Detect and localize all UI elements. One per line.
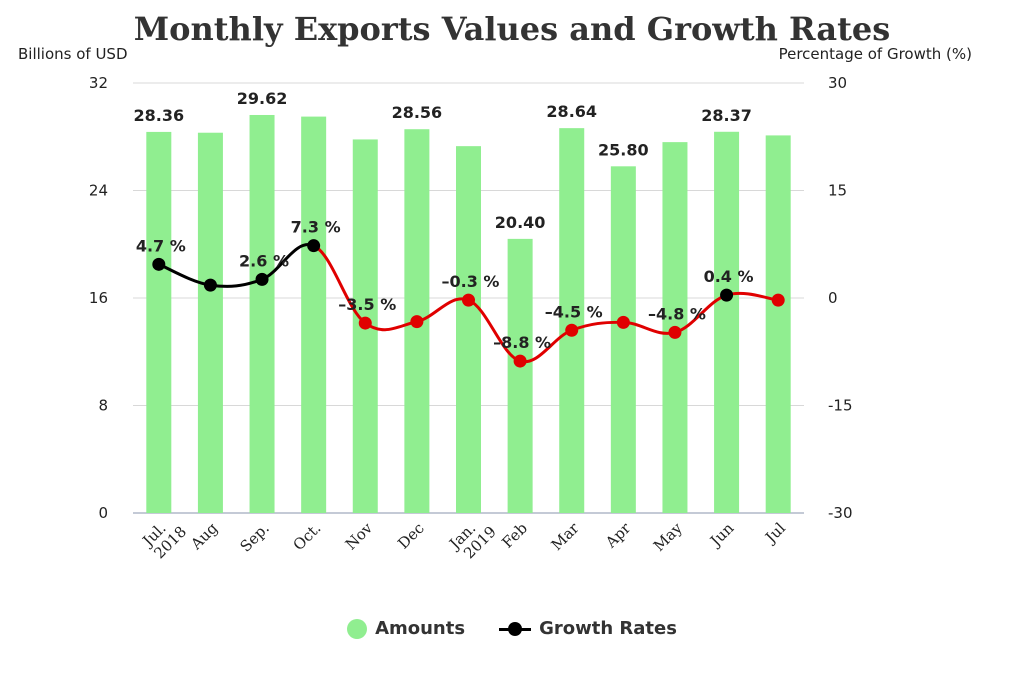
growth-point (565, 323, 579, 337)
bar-value-label: 28.64 (546, 102, 597, 121)
growth-value-label: –8.8 % (493, 333, 551, 352)
chart-legend: Amounts Growth Rates (0, 618, 1024, 639)
bar (146, 131, 172, 513)
growth-point (410, 315, 424, 329)
x-tick-label: Sep. (236, 519, 272, 555)
legend-swatch-line (499, 619, 532, 639)
growth-point (668, 325, 682, 339)
bar-value-label: 28.36 (134, 106, 185, 125)
left-axis-title: Billions of USD (18, 45, 128, 63)
right-tick-label: -15 (828, 397, 853, 415)
bar (197, 132, 223, 513)
bar (559, 128, 585, 513)
x-tick-label-line: May (650, 519, 686, 555)
growth-point (152, 257, 166, 271)
growth-point (358, 316, 372, 330)
left-tick-label: 8 (98, 397, 108, 415)
growth-point (720, 288, 734, 302)
right-tick-label: -30 (828, 504, 853, 522)
bar (610, 166, 636, 513)
left-tick-label: 16 (89, 289, 108, 307)
bar (507, 238, 533, 513)
x-tick-label: Nov (342, 519, 377, 554)
growth-point (513, 354, 527, 368)
legend-label-growth: Growth Rates (539, 618, 677, 639)
bar (249, 114, 275, 513)
bar-value-label: 20.40 (495, 213, 546, 232)
growth-value-label: –4.8 % (648, 304, 706, 323)
chart-title: Monthly Exports Values and Growth Rates (133, 10, 891, 48)
x-tick-label-line: Jul (760, 519, 789, 548)
x-tick-label: May (650, 519, 686, 555)
right-tick-label: 15 (828, 182, 847, 200)
legend-item-amounts[interactable]: Amounts (347, 618, 465, 639)
bar (714, 131, 740, 513)
x-tick-label: Apr (601, 519, 635, 553)
x-tick-label-line: Aug (187, 519, 222, 554)
legend-swatch-bar (347, 618, 368, 639)
growth-line-segment (312, 244, 367, 325)
left-tick-label: 0 (98, 504, 108, 522)
x-tick-label-line: Mar (548, 519, 584, 555)
growth-point (771, 293, 785, 307)
x-tick-label: Feb (498, 519, 531, 552)
legend-label-amounts: Amounts (375, 618, 466, 639)
x-tick-label: Jun (705, 519, 737, 551)
x-tick-label: Oct. (289, 519, 324, 554)
growth-point (307, 239, 321, 253)
legend-item-growth[interactable]: Growth Rates (499, 618, 677, 639)
x-tick-label: Aug (187, 519, 222, 554)
left-tick-label: 32 (89, 74, 108, 92)
x-tick-label: Dec (394, 519, 427, 552)
x-tick-label-line: Sep. (236, 519, 272, 555)
growth-point (255, 272, 269, 286)
right-tick-label: 30 (828, 74, 847, 92)
growth-point (203, 278, 217, 292)
bar (301, 116, 327, 513)
x-tick-label-line: Feb (498, 519, 531, 552)
left-tick-label: 24 (89, 182, 108, 200)
right-tick-label: 0 (828, 289, 838, 307)
x-tick-label-line: Apr (601, 519, 635, 553)
growth-value-label: 4.7 % (136, 236, 186, 255)
growth-point (462, 293, 475, 307)
x-tick-label: Jul (760, 519, 789, 548)
bar-value-label: 29.62 (237, 89, 288, 108)
growth-value-label: 2.6 % (239, 251, 289, 270)
growth-value-label: 0.4 % (704, 267, 754, 286)
x-tick-label-line: Jun (705, 519, 737, 551)
x-tick-label-line: Dec (394, 519, 427, 552)
x-tick-label: Jan.2019 (444, 511, 499, 566)
x-tick-label-line: Nov (342, 519, 377, 554)
growth-value-label: –4.5 % (545, 302, 603, 321)
growth-value-label: –0.3 % (442, 272, 500, 291)
bar (456, 146, 481, 513)
x-tick-label: Jul.2018 (138, 511, 191, 564)
growth-point (616, 315, 630, 329)
x-tick-label-line: Oct. (289, 519, 324, 554)
bar-value-label: 28.56 (392, 103, 443, 122)
growth-value-label: –3.5 % (338, 295, 396, 314)
bar-value-label: 25.80 (598, 140, 649, 159)
bar-value-label: 28.37 (701, 106, 752, 125)
growth-value-label: 7.3 % (291, 218, 341, 237)
x-tick-label: Mar (548, 519, 584, 555)
right-axis-title: Percentage of Growth (%) (778, 45, 972, 63)
bar (765, 135, 791, 513)
